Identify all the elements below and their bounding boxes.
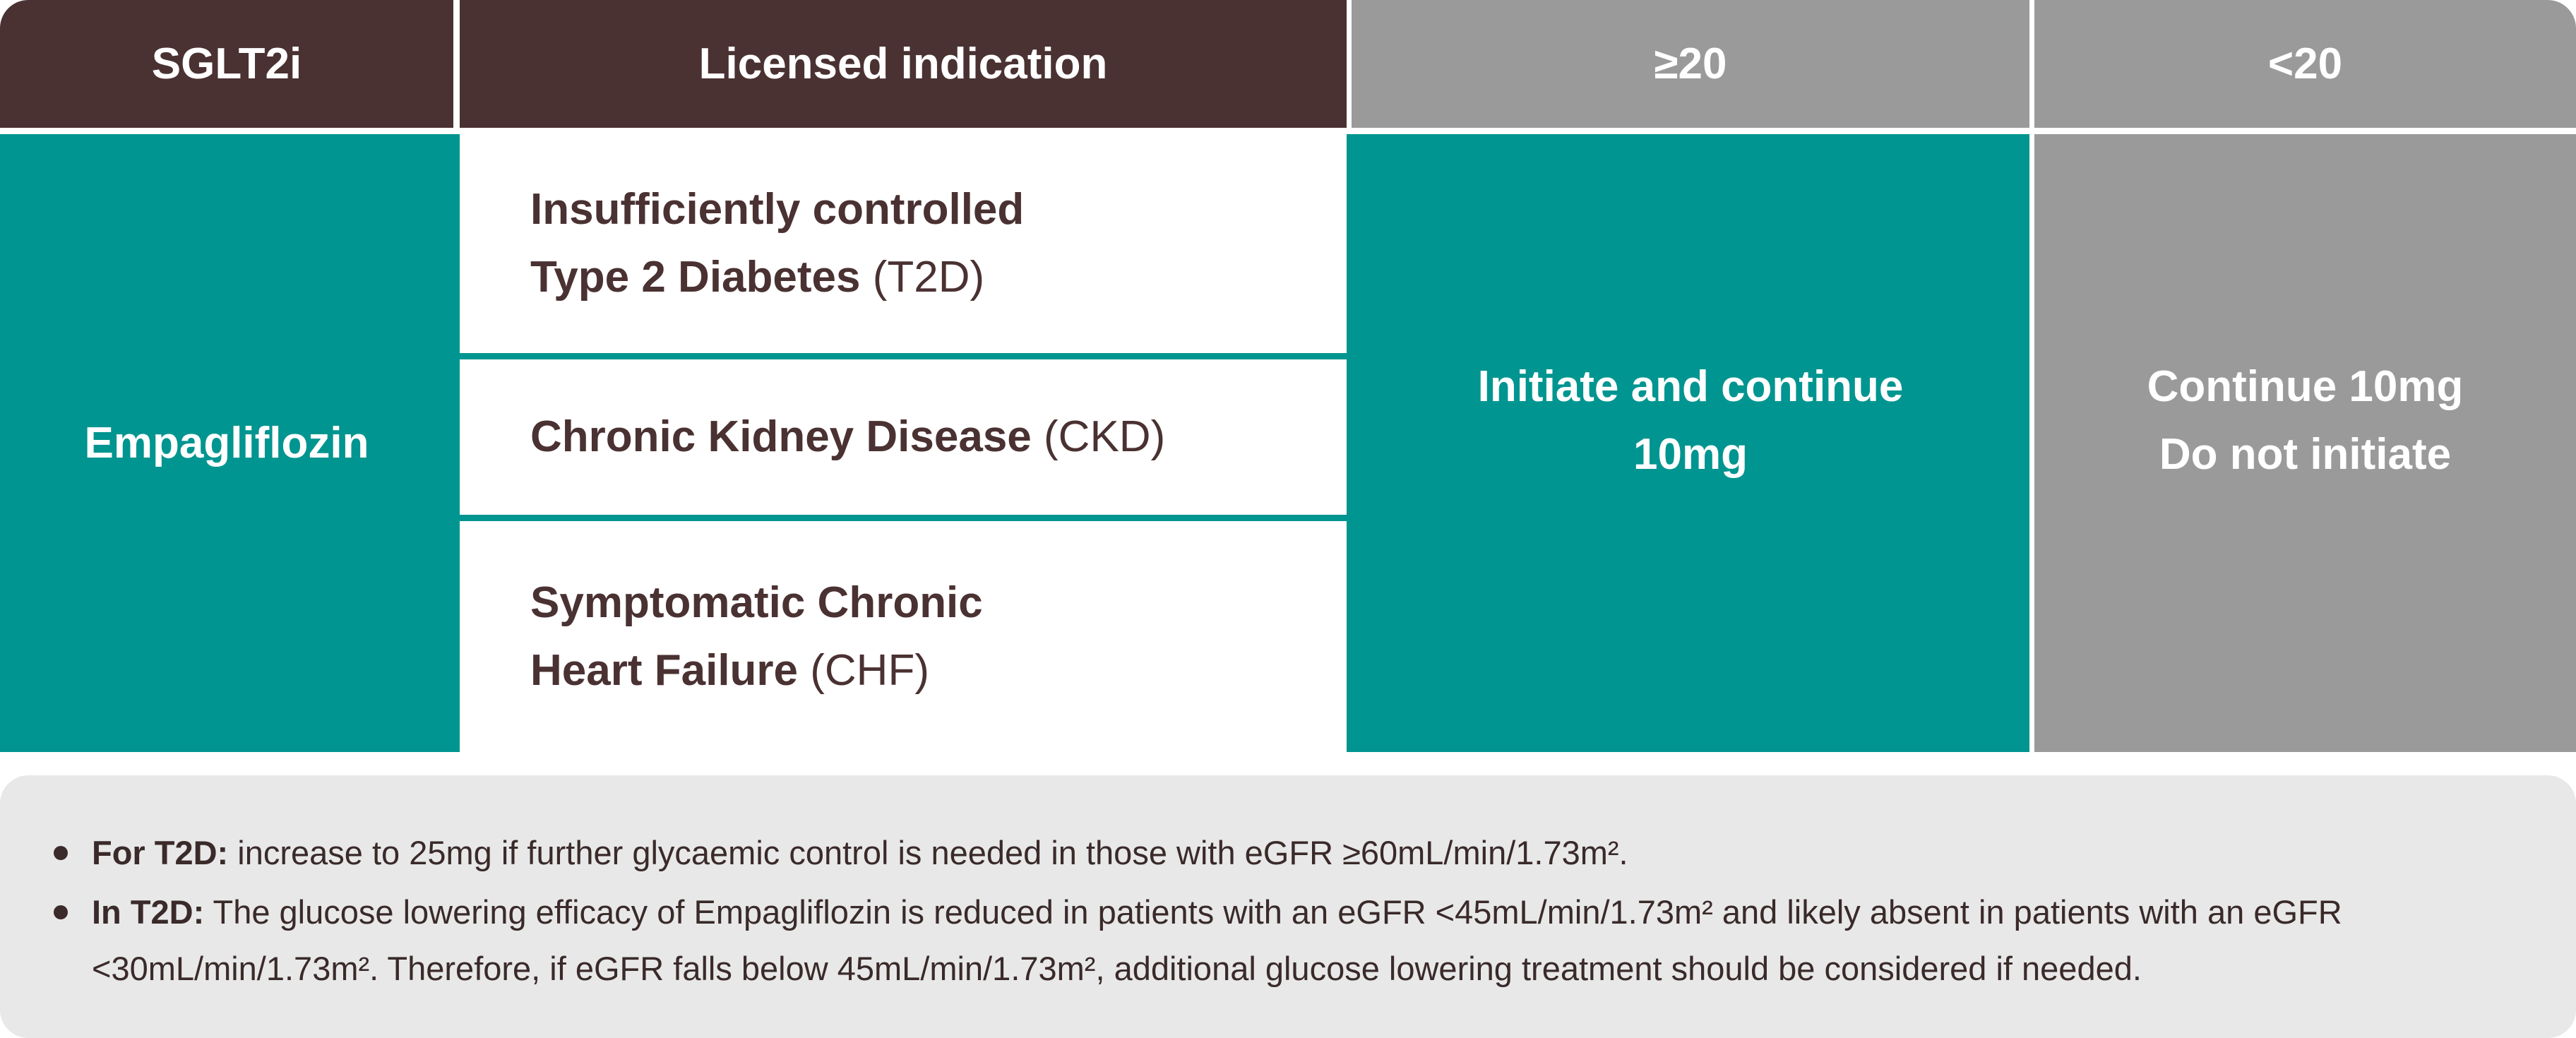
egfr-low-line1: Continue 10mg xyxy=(2147,362,2464,411)
header-egfr-high-label: ≥20 xyxy=(1654,40,1727,88)
note-text: The glucose lowering efficacy of Empagli… xyxy=(92,893,2342,987)
indication-chf: Symptomatic Chronic Heart Failure (CHF) xyxy=(460,521,1347,752)
egfr-high-line1: Initiate and continue xyxy=(1477,362,1904,411)
note-label: In T2D: xyxy=(92,893,205,931)
egfr-low-line2: Do not initiate xyxy=(2159,429,2452,479)
indication-chf-abbr: (CHF) xyxy=(798,645,929,695)
notes-panel: For T2D: increase to 25mg if further gly… xyxy=(0,775,2576,1038)
header-sglt2i-label: SGLT2i xyxy=(151,40,302,88)
header-sglt2i: SGLT2i xyxy=(0,0,453,128)
egfr-low-recommendation: Continue 10mg Do not initiate xyxy=(2034,134,2576,752)
header-licensed-indication: Licensed indication xyxy=(460,0,1347,128)
indication-ckd: Chronic Kidney Disease (CKD) xyxy=(460,359,1347,515)
header-egfr-high: ≥20 xyxy=(1352,0,2029,128)
indication-ckd-name: Chronic Kidney Disease xyxy=(530,412,1032,461)
indication-t2d: Insufficiently controlled Type 2 Diabete… xyxy=(460,134,1347,353)
indication-chf-line2: Heart Failure xyxy=(530,645,799,695)
indication-column: Insufficiently controlled Type 2 Diabete… xyxy=(453,134,1352,752)
egfr-high-recommendation: Initiate and continue 10mg xyxy=(1352,134,2029,752)
drug-cell: Empagliflozin xyxy=(0,134,453,752)
indication-t2d-abbr: (T2D) xyxy=(860,253,985,302)
note-item: For T2D: increase to 25mg if further gly… xyxy=(49,825,2512,881)
bullet-icon xyxy=(54,846,68,860)
header-egfr-low-label: <20 xyxy=(2267,40,2343,88)
bullet-icon xyxy=(54,905,68,919)
egfr-high-line2: 10mg xyxy=(1633,429,1748,479)
header-egfr-low: <20 xyxy=(2034,0,2576,128)
note-text: increase to 25mg if further glycaemic co… xyxy=(228,834,1628,871)
indication-chf-line1: Symptomatic Chronic xyxy=(530,578,983,627)
note-label: For T2D: xyxy=(92,834,229,871)
indication-ckd-abbr: (CKD) xyxy=(1031,412,1166,461)
note-item: In T2D: The glucose lowering efficacy of… xyxy=(49,884,2512,997)
indication-t2d-line1: Insufficiently controlled xyxy=(530,185,1025,234)
indication-t2d-line2: Type 2 Diabetes xyxy=(530,253,861,302)
drug-name: Empagliflozin xyxy=(84,419,369,467)
header-licensed-indication-label: Licensed indication xyxy=(698,40,1108,88)
dosing-table: SGLT2i Licensed indication ≥20 <20 Empag… xyxy=(0,0,2576,752)
